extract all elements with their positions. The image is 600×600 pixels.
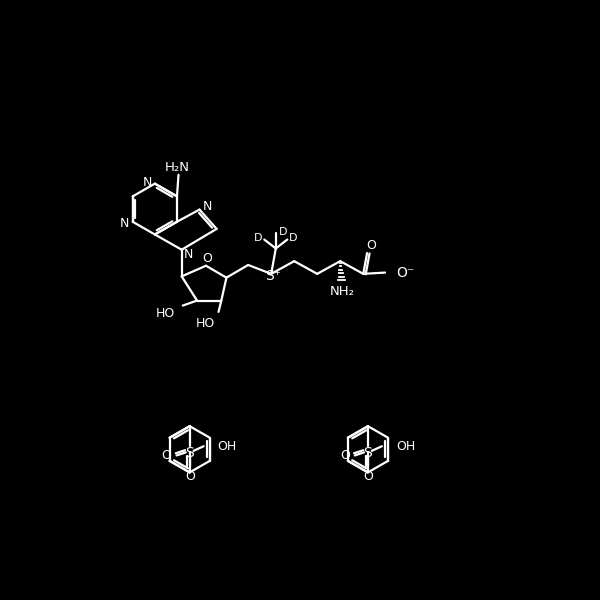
Text: S⁺: S⁺ [265,269,281,283]
Text: D: D [289,233,298,243]
Text: S: S [364,446,373,460]
Text: S: S [185,446,194,460]
Text: D: D [279,227,288,236]
Text: N: N [120,217,130,230]
Text: HO: HO [156,307,175,320]
Text: O⁻: O⁻ [397,266,415,280]
Text: N: N [142,176,152,190]
Text: O: O [203,251,212,265]
Text: N: N [203,200,212,213]
Text: O: O [185,470,194,483]
Text: HO: HO [196,317,215,330]
Text: OH: OH [396,440,415,453]
Text: NH₂: NH₂ [330,286,355,298]
Text: O: O [161,449,172,462]
Text: D: D [254,233,262,243]
Text: N: N [184,248,193,261]
Text: OH: OH [218,440,237,453]
Text: O: O [363,470,373,483]
Text: H₂N: H₂N [164,161,190,173]
Text: O: O [340,449,350,462]
Text: O: O [366,239,376,252]
